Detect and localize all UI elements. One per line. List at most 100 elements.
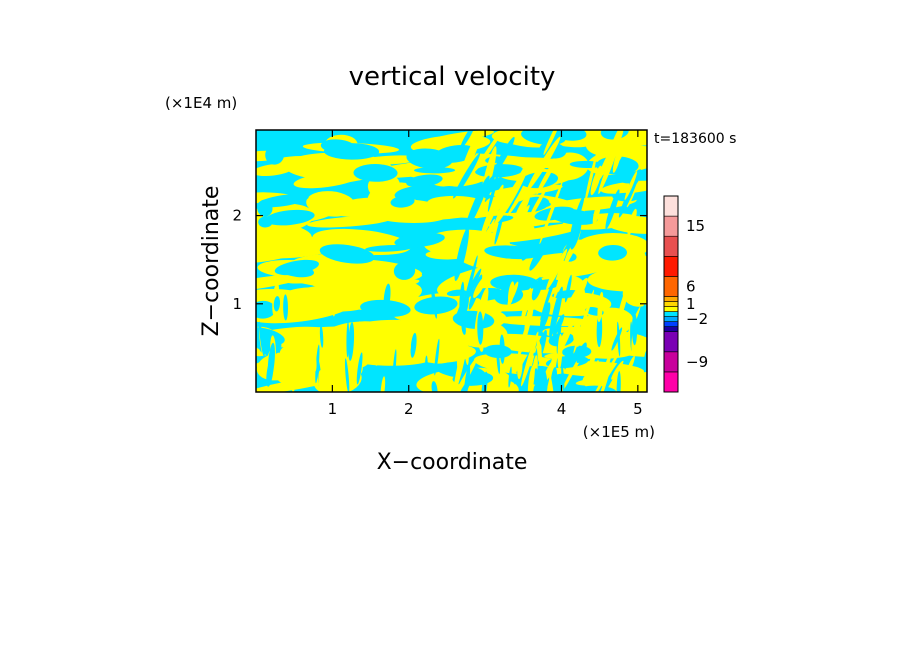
contour-region (452, 356, 478, 392)
contour-region (348, 322, 355, 361)
contour-region (640, 304, 647, 331)
colorbar-level (663, 306, 679, 312)
contour-region (625, 355, 635, 377)
contour-region (605, 215, 647, 234)
contour-region (344, 358, 350, 392)
y-tick-label: 2 (232, 207, 242, 225)
chart-title: vertical velocity (349, 62, 556, 92)
contour-region (612, 143, 623, 173)
contour-region (611, 360, 624, 380)
contour-region (602, 352, 612, 379)
contour-region (410, 332, 417, 358)
contour-region (584, 153, 597, 204)
contour-region (372, 326, 378, 366)
contour-region (524, 301, 534, 334)
contour-region (548, 152, 589, 181)
plot-area (256, 130, 647, 392)
contour-region (496, 347, 501, 374)
contour-region (578, 282, 586, 313)
contour-region (453, 153, 564, 168)
contour-region (549, 374, 555, 392)
contour-region (617, 321, 621, 357)
contour-region (432, 174, 484, 187)
contour-region (463, 329, 469, 366)
contour-region (454, 227, 469, 281)
contour-region (526, 136, 561, 192)
colorbar-level (663, 296, 679, 302)
contour-region (477, 311, 484, 345)
y-axis-label: Z−coordinate (199, 186, 224, 337)
colorbar-level (663, 235, 679, 257)
colorbar-level (663, 256, 679, 277)
contour-region (564, 353, 568, 370)
contour-region (353, 164, 398, 182)
contour-region (605, 189, 620, 230)
colorbar-level (663, 326, 679, 332)
contour-region (480, 184, 504, 239)
contour-region (618, 130, 642, 162)
colorbar-level (663, 316, 679, 322)
contour-region (556, 314, 562, 354)
contour-region (459, 281, 465, 315)
colorbar-label: 15 (686, 217, 705, 235)
x-tick-label: 3 (480, 400, 490, 418)
contour-region (521, 287, 532, 323)
contour-region (616, 371, 621, 392)
x-tick-label: 2 (404, 400, 414, 418)
contour-region (256, 273, 310, 293)
contour-region (531, 278, 543, 301)
contour-region (257, 193, 309, 208)
contour-region (380, 376, 386, 392)
contour-region (596, 312, 603, 348)
contour-region (465, 175, 490, 231)
contour-region (540, 365, 548, 392)
contour-region (458, 130, 484, 183)
contour-region (596, 130, 624, 183)
contour-region (460, 255, 478, 321)
contour-region (514, 194, 531, 222)
contour-region (530, 358, 536, 392)
contour-region (258, 216, 273, 228)
contour-region (431, 285, 438, 319)
contour-region (434, 338, 440, 376)
contour-region (394, 232, 445, 248)
contour-region (409, 312, 413, 347)
contour-region (413, 167, 456, 174)
contour-region (463, 364, 471, 392)
contour-region (406, 174, 443, 188)
contour-region (265, 145, 285, 165)
contour-region (521, 241, 534, 261)
contour-field (256, 130, 647, 392)
time-label: t=183600 s (654, 131, 736, 147)
contour-region (596, 361, 600, 379)
contour-region (393, 261, 416, 280)
contour-region (330, 280, 336, 317)
contour-region (498, 366, 506, 388)
contour-region (597, 370, 610, 392)
contour-region (425, 355, 428, 374)
contour-region (494, 210, 504, 245)
contour-region (356, 352, 363, 385)
contour-region (517, 354, 523, 380)
contour-region (319, 324, 324, 348)
contour-region (292, 294, 297, 321)
contour-region (318, 370, 325, 392)
contour-region (565, 291, 580, 313)
contour-region (473, 276, 487, 298)
contour-region (319, 244, 375, 264)
contour-region (421, 268, 447, 278)
contour-region (576, 342, 587, 364)
contour-region (507, 281, 515, 305)
x-tick-label: 4 (557, 400, 567, 418)
y-tick-label: 1 (232, 295, 242, 313)
contour-region (529, 237, 550, 271)
colorbar-level (663, 331, 679, 353)
contour-region (487, 169, 500, 212)
contour-region (534, 206, 575, 221)
contour-region (453, 153, 481, 199)
contour-region (310, 345, 317, 372)
contour-region (372, 205, 483, 221)
contour-region (266, 358, 274, 387)
colorbar-label: −9 (686, 353, 708, 371)
